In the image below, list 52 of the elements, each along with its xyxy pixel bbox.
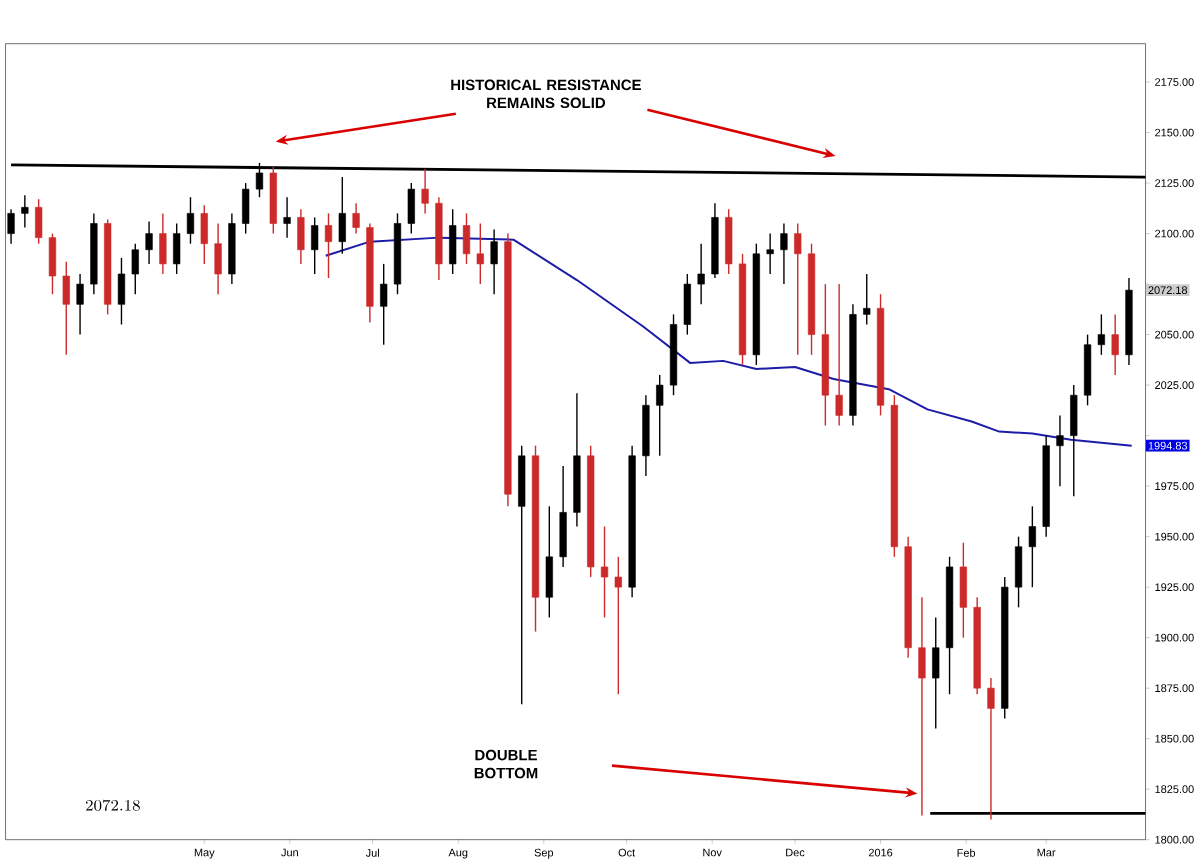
candlestick [283,196,291,239]
candlestick [131,242,139,295]
candlestick [780,222,788,285]
candlestick [352,202,360,235]
candlestick [656,374,664,457]
candlestick [145,220,153,265]
candlestick [1070,384,1078,497]
candlestick [35,198,43,245]
candlestick [476,222,484,285]
candlestick [117,257,126,326]
candlestick [794,222,802,356]
candlestick [200,204,208,265]
candlestick [173,222,181,275]
candlestick [683,273,691,336]
candlestick [76,273,84,336]
candlestick [600,525,609,619]
candlestick [987,677,995,821]
candlestick [614,556,622,695]
candlestick [48,232,57,295]
candlestick [766,232,774,275]
candlestick [407,182,415,235]
candlestick [7,208,15,245]
candlestick [1097,313,1105,356]
candlestick [1014,535,1023,609]
candlestick [311,216,319,275]
candlestick [324,212,333,279]
line-series [324,236,1133,447]
candlestick [835,283,843,427]
candlestick [297,208,305,265]
candlestick [559,465,567,568]
candlestick [932,616,940,730]
candlestick [421,168,429,215]
candlestick [545,505,553,619]
candlestick [1028,505,1036,588]
candlestick [918,596,926,817]
candlestick [380,263,388,346]
candlestick [159,212,167,275]
candlestick [1111,313,1119,376]
candlestick [21,194,29,229]
candlestick [338,176,346,255]
candlestick [490,228,498,295]
candlestick [863,273,871,326]
candlestick [462,212,471,265]
candlestick [62,261,70,356]
candlestick [1056,414,1064,487]
candlestick [449,208,457,275]
candlestick [214,222,222,295]
candlestick [959,542,967,639]
candlestick [697,242,705,305]
candlestick [186,196,195,245]
candlestick [725,208,733,275]
candlestick [242,182,250,235]
